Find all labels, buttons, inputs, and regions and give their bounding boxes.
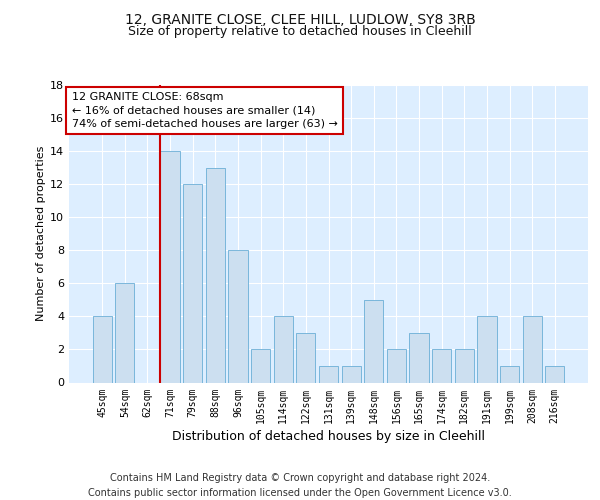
Bar bbox=[229, 250, 248, 382]
Bar bbox=[183, 184, 202, 382]
Bar bbox=[455, 350, 474, 382]
Bar bbox=[409, 333, 428, 382]
Bar bbox=[364, 300, 383, 382]
Bar bbox=[274, 316, 293, 382]
Bar bbox=[115, 284, 134, 382]
Bar bbox=[387, 350, 406, 382]
Bar bbox=[523, 316, 542, 382]
Bar bbox=[341, 366, 361, 382]
Bar bbox=[319, 366, 338, 382]
X-axis label: Distribution of detached houses by size in Cleehill: Distribution of detached houses by size … bbox=[172, 430, 485, 442]
Text: Contains HM Land Registry data © Crown copyright and database right 2024.
Contai: Contains HM Land Registry data © Crown c… bbox=[88, 472, 512, 498]
Y-axis label: Number of detached properties: Number of detached properties bbox=[36, 146, 46, 322]
Bar bbox=[500, 366, 519, 382]
Bar bbox=[160, 151, 180, 382]
Bar bbox=[477, 316, 497, 382]
Bar bbox=[296, 333, 316, 382]
Bar bbox=[92, 316, 112, 382]
Text: 12 GRANITE CLOSE: 68sqm
← 16% of detached houses are smaller (14)
74% of semi-de: 12 GRANITE CLOSE: 68sqm ← 16% of detache… bbox=[71, 92, 337, 129]
Bar bbox=[432, 350, 451, 382]
Bar bbox=[251, 350, 270, 382]
Text: 12, GRANITE CLOSE, CLEE HILL, LUDLOW, SY8 3RB: 12, GRANITE CLOSE, CLEE HILL, LUDLOW, SY… bbox=[125, 12, 475, 26]
Bar bbox=[545, 366, 565, 382]
Bar bbox=[206, 168, 225, 382]
Text: Size of property relative to detached houses in Cleehill: Size of property relative to detached ho… bbox=[128, 25, 472, 38]
